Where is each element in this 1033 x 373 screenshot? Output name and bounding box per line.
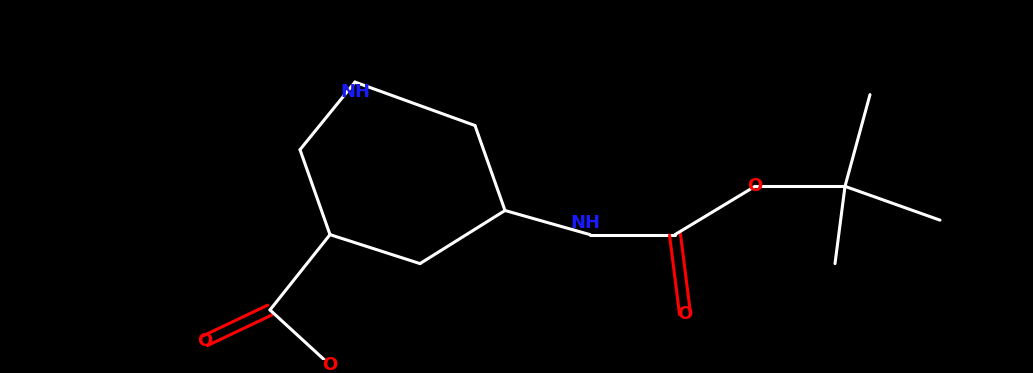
Text: O: O [678, 305, 692, 323]
Text: NH: NH [570, 214, 600, 232]
Text: NH: NH [340, 83, 370, 101]
Text: O: O [747, 177, 762, 195]
Text: O: O [197, 332, 213, 350]
Text: O: O [322, 356, 338, 373]
